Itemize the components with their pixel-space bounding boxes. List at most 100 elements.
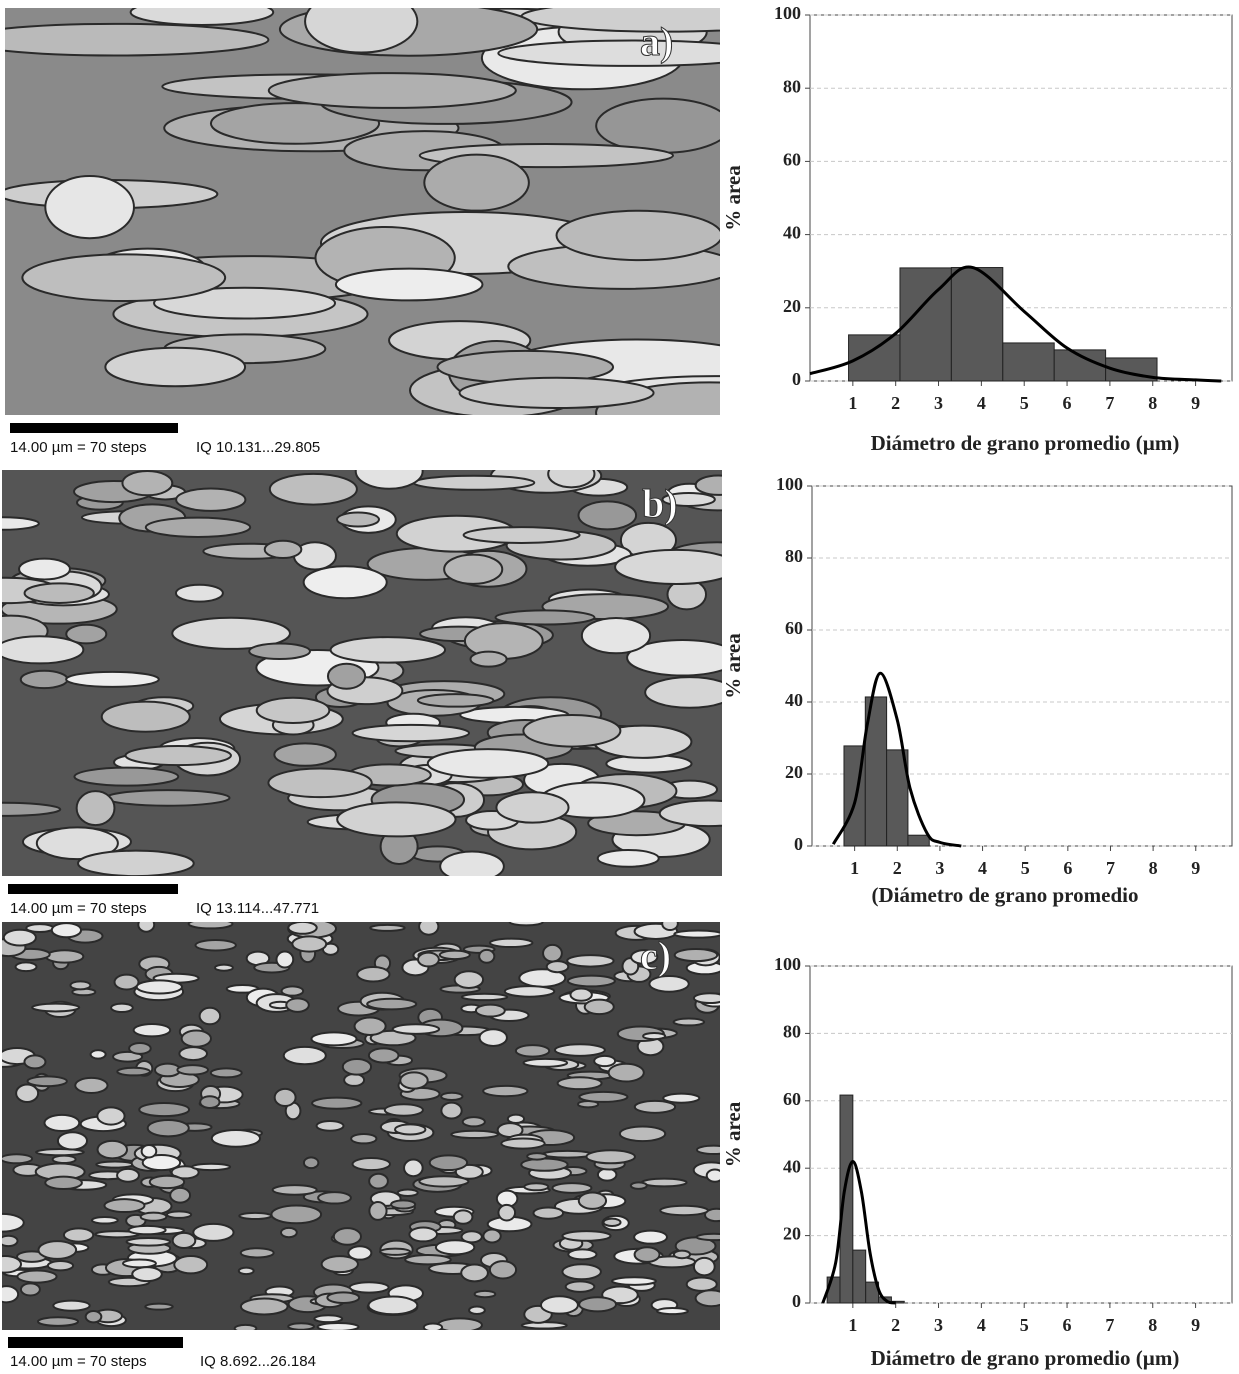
grain (408, 1226, 439, 1243)
grain (51, 1154, 77, 1165)
x-tick-label: 9 (1191, 858, 1200, 878)
grain (520, 1157, 569, 1172)
grain (500, 1137, 546, 1150)
grain (704, 1207, 720, 1223)
y-axis-label: % area (721, 1101, 745, 1167)
grain (2, 801, 62, 817)
x-tick-label: 3 (934, 1315, 943, 1335)
grain (121, 470, 174, 497)
grain (125, 1237, 172, 1247)
grain (618, 1125, 667, 1143)
grain (567, 1248, 598, 1261)
grain (661, 922, 679, 932)
grain (341, 1058, 373, 1076)
grain (270, 1204, 323, 1225)
grain (694, 1289, 720, 1308)
grain (434, 1239, 476, 1256)
grain (648, 975, 690, 993)
grain (18, 557, 71, 581)
grain (595, 381, 720, 415)
grain (46, 1260, 75, 1272)
bar (886, 749, 909, 847)
grain (326, 1291, 361, 1304)
grain (2, 635, 85, 665)
grain (140, 1143, 158, 1159)
panel-label: c) (640, 933, 671, 978)
grain (497, 1203, 517, 1222)
grain (255, 696, 331, 724)
grain (191, 1162, 232, 1172)
grain (121, 1258, 157, 1269)
grain (90, 1216, 119, 1225)
grain (440, 1101, 463, 1120)
grain (43, 1113, 81, 1132)
grain (416, 693, 495, 708)
bar (1002, 342, 1055, 382)
y-tick-label: 0 (792, 1291, 801, 1311)
grain (178, 1046, 209, 1062)
grain (62, 1227, 95, 1243)
grain (315, 1119, 345, 1132)
x-tick-label: 7 (1105, 1315, 1114, 1335)
grain (174, 583, 224, 603)
grain (577, 1191, 608, 1210)
grain (426, 748, 550, 779)
x-tick-label: 5 (1020, 1315, 1029, 1335)
grain (602, 1217, 622, 1227)
grain (495, 791, 570, 824)
x-tick-label: 8 (1148, 1315, 1157, 1335)
grain (547, 470, 596, 489)
grain (390, 1199, 417, 1210)
x-tick-label: 5 (1020, 393, 1029, 413)
grain (96, 1106, 126, 1126)
grain (273, 1087, 297, 1108)
grain (350, 1132, 378, 1145)
bar (950, 267, 1004, 382)
y-tick-label: 100 (774, 3, 801, 23)
iq-caption: IQ 13.114...47.771 (196, 900, 319, 917)
grain (633, 1229, 669, 1245)
grain (468, 1305, 486, 1316)
grain (171, 616, 291, 650)
grain (506, 1113, 526, 1125)
x-tick-label: 5 (1021, 858, 1030, 878)
grain (685, 1276, 718, 1292)
grain (2, 1234, 19, 1248)
grain (422, 1322, 444, 1330)
fit-curve (821, 1159, 896, 1305)
grain (2, 1254, 23, 1274)
grain (404, 1253, 452, 1266)
grain (116, 1066, 151, 1077)
grain (366, 997, 418, 1011)
grain (583, 998, 615, 1016)
grain (348, 1281, 390, 1294)
grain (37, 1240, 78, 1260)
fit-curve (809, 265, 1222, 383)
grain (351, 723, 471, 743)
grain (329, 636, 447, 664)
grain (473, 1289, 497, 1299)
grain (334, 267, 484, 302)
grain (285, 997, 310, 1013)
grain (14, 961, 38, 973)
grain (673, 929, 720, 939)
plot-area (809, 965, 1233, 1304)
grain (2, 516, 40, 531)
grain (21, 253, 227, 303)
grain (633, 1099, 677, 1114)
grain (5, 22, 270, 57)
grain (176, 1064, 210, 1076)
grain (129, 8, 275, 26)
y-tick-label: 0 (794, 834, 803, 854)
x-tick-label: 4 (977, 1315, 986, 1335)
x-tick-label: 3 (934, 393, 943, 413)
grain (577, 500, 638, 531)
grain (110, 1002, 134, 1014)
x-tick-label: 2 (893, 858, 902, 878)
grain (659, 1204, 709, 1217)
grain (267, 72, 517, 109)
grain (113, 973, 140, 991)
grain (488, 1260, 518, 1280)
grain (35, 826, 119, 861)
grain (44, 1175, 83, 1190)
